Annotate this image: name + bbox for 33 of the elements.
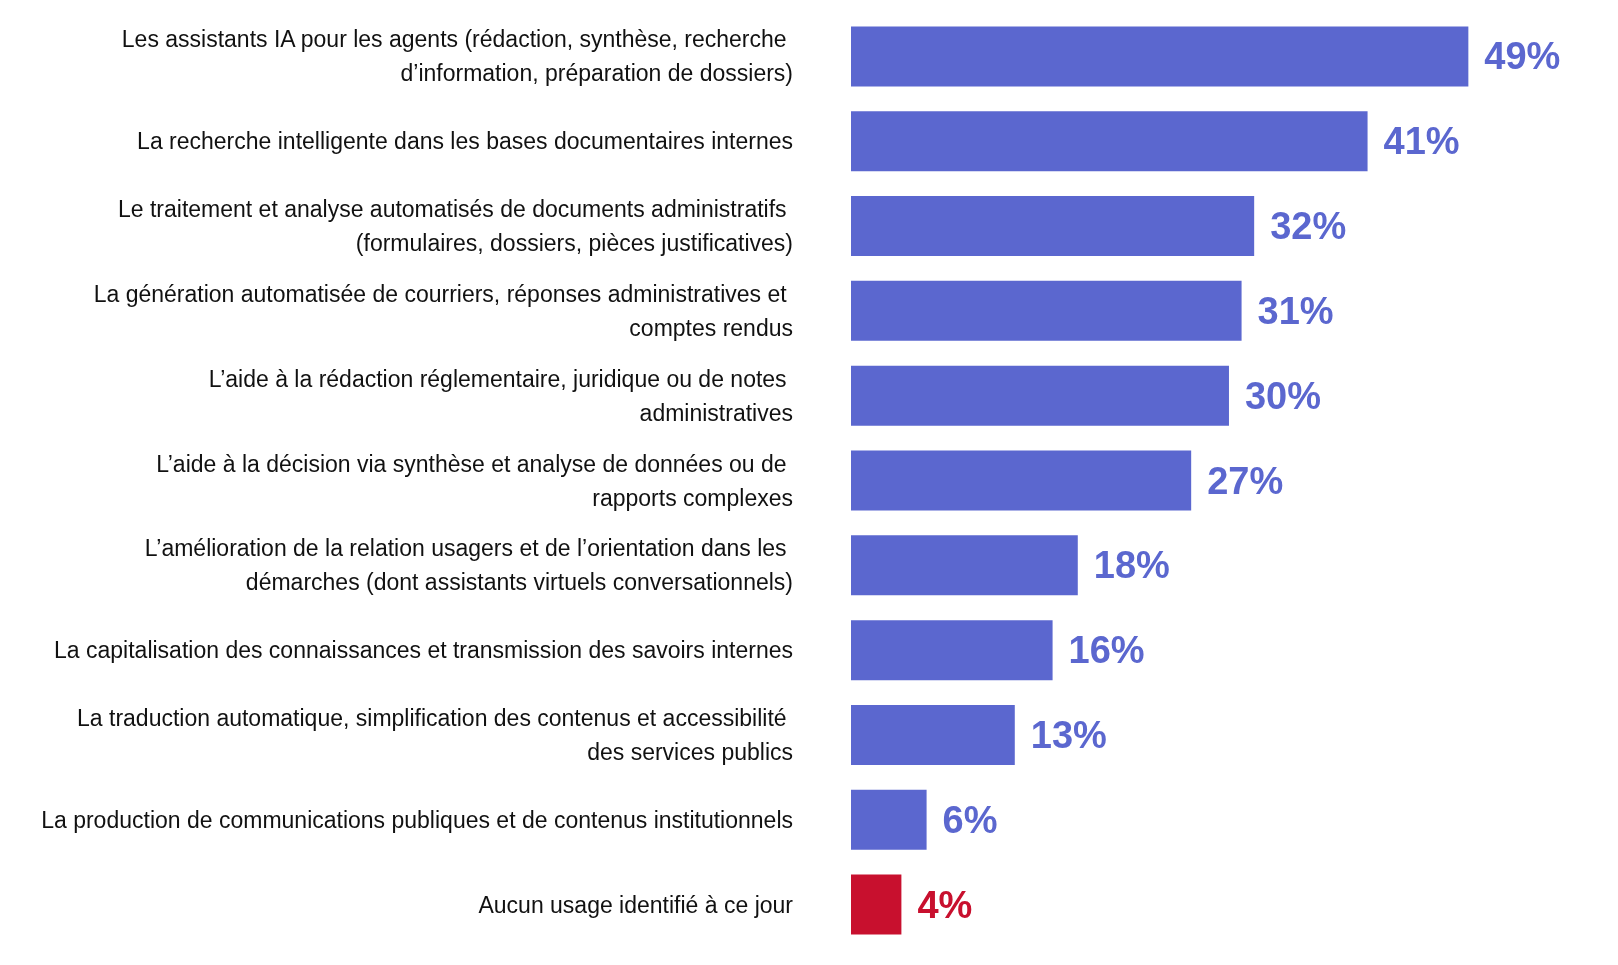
data-label: 49% <box>1484 35 1561 78</box>
data-label: 16% <box>1068 629 1145 672</box>
y-tick-label: La production de communications publiques et de contenus institutionnels <box>41 806 793 833</box>
y-tick-label: La traduction automatique, simplification des contenus et accessibilité des services publics <box>77 704 793 765</box>
data-label: 30% <box>1244 374 1322 417</box>
y-tick-label: L’amélioration de la relation usagers et de l’orientation dans les démarches (dont assistants virtuels conversationnels) <box>144 535 793 596</box>
data-label: 6% <box>942 798 998 841</box>
data-label: 41% <box>1383 120 1460 163</box>
bar <box>851 874 902 935</box>
y-tick-label: Aucun usage identifié à ce jour <box>478 891 794 918</box>
data-label: 27% <box>1207 459 1284 502</box>
y-tick-label: La capitalisation des connaissances et transmission des savoirs internes <box>54 637 793 664</box>
bar <box>851 280 1242 341</box>
data-label: 13% <box>1030 713 1107 756</box>
bar <box>851 789 927 850</box>
data-label: 32% <box>1270 205 1347 248</box>
bar <box>851 450 1192 511</box>
y-tick-label: L’aide à la rédaction réglementaire, juridique ou de notes administratives <box>208 365 793 426</box>
data-label: 4% <box>917 883 973 926</box>
y-tick-label: Le traitement et analyse automatisés de documents administratifs (formulaires, dossiers, pièces justificatives) <box>117 196 793 257</box>
y-tick-label: L’aide à la décision via synthèse et analyse de données ou de rapports complexes <box>156 450 793 511</box>
bar <box>851 704 1015 765</box>
y-tick-label: La génération automatisée de courriers, réponses administratives et comptes rendus <box>93 280 793 341</box>
bar <box>851 26 1469 87</box>
data-label: 18% <box>1093 544 1170 587</box>
bar <box>851 111 1368 172</box>
bar <box>851 365 1229 426</box>
bar <box>851 535 1078 596</box>
y-tick-label: La recherche intelligente dans les bases documentaires internes <box>137 128 793 155</box>
data-label: 31% <box>1257 289 1334 332</box>
bar <box>851 196 1255 257</box>
bar <box>851 620 1053 681</box>
y-tick-label: Les assistants IA pour les agents (rédaction, synthèse, recherche d’information, préparation de dossiers) <box>121 26 793 87</box>
